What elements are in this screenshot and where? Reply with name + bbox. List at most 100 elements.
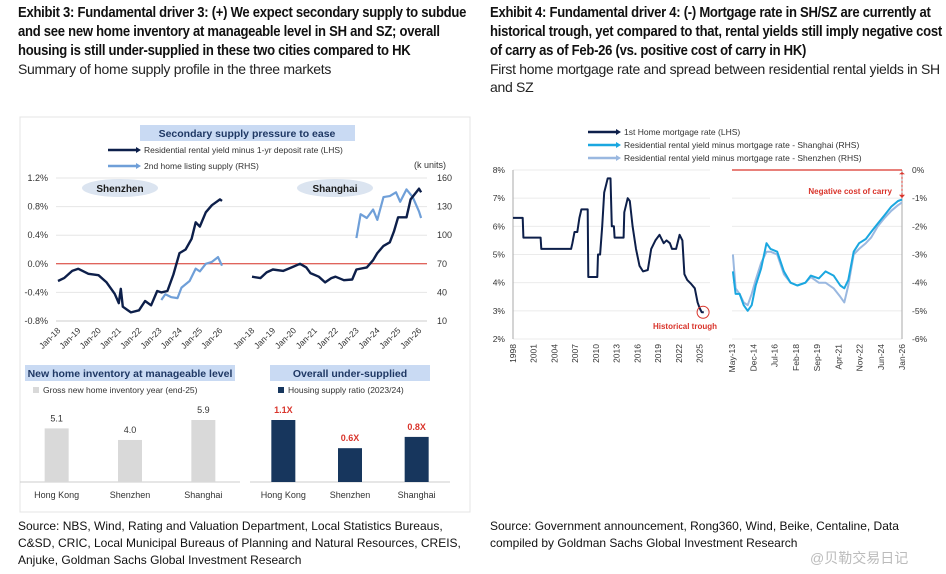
chart3-title-box [270,365,430,381]
chart4-right-ytick-label: -1% [912,193,928,203]
left-chart-frame [19,116,471,513]
left-exhibit-subtitle: Summary of home supply profile in the th… [18,61,332,77]
chart1-panel-label-bg [297,179,373,197]
chart4-left-xtick-label: 2001 [529,344,539,363]
chart4-left-xtick-label: 2013 [612,344,622,363]
chart4-left-ytick-label: 3% [493,306,506,316]
chart1-y2tick-label: 40 [437,287,447,297]
chart4-right-xtick-label: Apr-21 [833,344,843,370]
chart3-category-label: Shanghai [398,490,436,500]
chart4-legend-mortgage-label: 1st Home mortgage rate (LHS) [624,127,740,137]
chart4-right-xtick-label: May-13 [727,344,737,373]
chart1-xtick-label: Jan-24 [356,325,382,351]
chart4-left-ytick-label: 7% [493,193,506,203]
chart1-y2tick-label: 130 [437,202,452,212]
chart1-y2tick-label: 70 [437,259,447,269]
chart1-title: Secondary supply pressure to ease [159,128,336,140]
chart1-y2tick-label: 100 [437,230,452,240]
chart2-title-box [25,365,235,381]
chart1-xtick-label: Jan-23 [335,325,361,351]
chart2-legend-label: Gross new home inventory year (end-25) [43,385,198,395]
chart2-data-label: 4.0 [124,425,137,435]
chart1-panel-label-shenzhen: Shenzhen [96,184,143,195]
chart2-legend-swatch [33,387,39,393]
chart4-left-xtick-label: 1998 [508,344,518,363]
chart4-right-ytick-label: -5% [912,306,928,316]
chart4-right-xtick-label: Feb-18 [791,344,801,371]
chart4-right-ytick-label: -6% [912,334,928,344]
chart4-right-ytick-label: -4% [912,278,928,288]
chart1-ytick-label: -0.8% [24,316,48,326]
chart4-right-xtick-label: Jul-16 [770,344,780,367]
chart4-legend-mortgage-arrow-icon [616,129,621,135]
chart4-right-xtick-label: Dec-14 [748,344,758,372]
chart3-legend-label: Housing supply ratio (2023/24) [288,385,404,395]
chart4-right-xtick-label: Jan-26 [897,344,907,370]
chart4-series-shenzhen [731,201,903,307]
chart4-legend-shanghai-arrow-icon [616,142,621,148]
chart4-trough-marker [696,305,710,319]
chart1-y2tick-label: 10 [437,316,447,326]
chart1-legend-yield-label: Residential rental yield minus 1-yr depo… [144,145,343,155]
chart1-xtick-label: Jan-19 [57,325,83,351]
chart2-category-label: Shenzhen [110,490,151,500]
chart4-right-xtick-label: Nov-22 [855,344,865,372]
chart1-panel-label-shanghai: Shanghai [312,184,357,195]
chart1-xtick-label: Jan-20 [77,325,103,351]
chart3-legend-swatch [278,387,284,393]
chart1-y2-unit: (k units) [414,160,446,170]
chart4-left-xtick-label: 2019 [653,344,663,363]
chart1-xtick-label: Jan-19 [252,325,278,351]
chart1-series-yield-shenzhen [57,198,223,314]
chart1-ytick-label: 0.8% [27,202,48,212]
left-exhibit-title: Exhibit 3: Fundamental driver 3: (+) We … [18,4,467,59]
chart3-bar [271,420,296,482]
chart1-legend-supply-label: 2nd home listing supply (RHS) [144,161,259,171]
chart2-bar [44,428,69,482]
watermark: @贝勒交易日记 [810,550,909,566]
chart2-category-label: Hong Kong [34,490,79,500]
chart1-ytick-label: 0.0% [27,259,48,269]
chart1-ytick-label: -0.4% [24,287,48,297]
chart4-series-shanghai [731,198,903,312]
chart1-xtick-label: Jan-24 [158,325,184,351]
chart4-left-xtick-label: 2016 [632,344,642,363]
chart2-category-label: Shanghai [184,490,222,500]
chart3-title: Overall under-supplied [293,368,407,380]
chart4-left-xtick-label: 2022 [674,344,684,363]
chart1-xtick-label: Jan-25 [179,325,205,351]
chart4-left-xtick-label: 2004 [549,344,559,363]
chart1-xtick-label: Jan-22 [118,325,144,351]
right-source-note: Source: Government announcement, Rong360… [490,519,899,550]
chart4-legend-shanghai-label: Residential rental yield minus mortgage … [624,140,859,150]
chart1-xtick-label: Jan-26 [199,325,225,351]
chart4-right-ytick-label: 0% [912,165,925,175]
chart4-legend-shenzhen-label: Residential rental yield minus mortgage … [624,153,862,163]
chart1-xtick-label: Jan-21 [98,325,124,351]
chart1-ytick-label: 0.4% [27,230,48,240]
chart3-bar [338,448,362,482]
chart1-series-yield-shanghai [251,187,423,284]
chart4-left-xtick-label: 2010 [591,344,601,363]
right-exhibit-title: Exhibit 4: Fundamental driver 4: (-) Mor… [490,4,942,59]
chart4-left-xtick-label: 2025 [695,344,705,363]
chart3-data-label: 1.1X [274,405,293,415]
chart4-series-mortgage-rate [513,177,704,314]
chart4-legend-shenzhen-arrow-icon [616,155,621,161]
chart2-bar [118,439,142,482]
chart1-legend-supply-arrow-icon [136,163,141,169]
chart4-right-ytick-label: -3% [912,250,928,260]
chart4-trough-annotation: Historical trough [653,322,717,331]
chart4-left-xtick-label: 2007 [570,344,580,363]
left-source-note: Source: NBS, Wind, Rating and Valuation … [18,519,461,567]
chart4-left-ytick-label: 4% [493,278,506,288]
chart1-xtick-label: Jan-18 [231,325,257,351]
chart3-data-label: 0.8X [407,422,426,432]
left-exhibit-header: Exhibit 3: Fundamental driver 3: (+) We … [18,3,470,78]
chart1-panel-label-bg [82,179,158,197]
chart1-series-supply-shenzhen [160,256,223,301]
chart4-left-ytick-label: 6% [493,221,506,231]
chart3-category-label: Hong Kong [261,490,306,500]
chart1-xtick-label: Jan-23 [138,325,164,351]
